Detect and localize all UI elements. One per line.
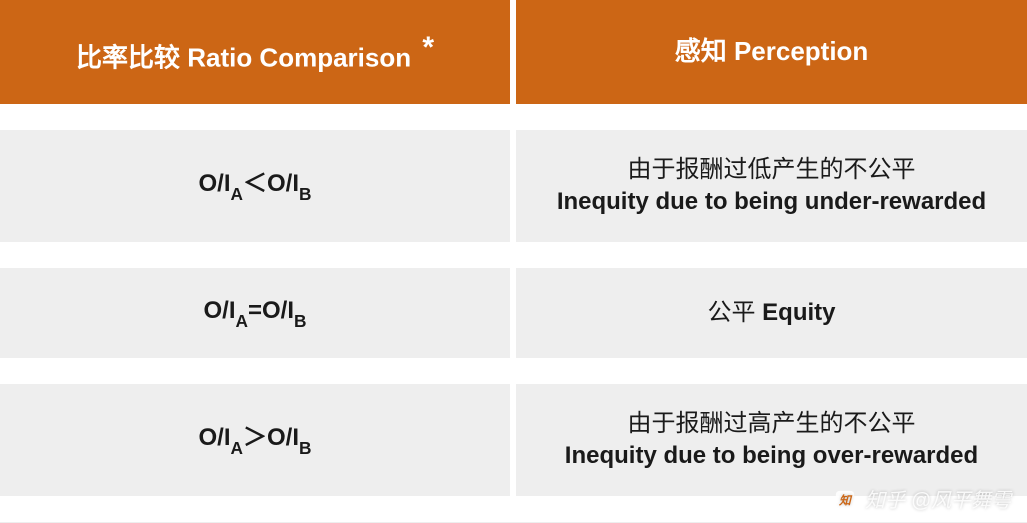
- table-row: O/IA=O/IB 公平 Equity: [0, 268, 1027, 358]
- header-ratio: 比率比较 Ratio Comparison *: [0, 0, 510, 104]
- ratio-cell: O/IA=O/IB: [0, 268, 510, 358]
- header-perception-cn: 感知: [675, 36, 727, 66]
- perception-cn: 由于报酬过低产生的不公平: [628, 156, 916, 183]
- perception-en: Inequity due to being over-rewarded: [565, 442, 978, 469]
- header-perception: 感知 Perception: [516, 0, 1027, 104]
- table-row: O/IA＜O/IB 由于报酬过低产生的不公平 Inequity due to b…: [0, 130, 1027, 242]
- row-gap: [0, 242, 1027, 268]
- perception-cell: 由于报酬过低产生的不公平 Inequity due to being under…: [516, 130, 1027, 242]
- header-ratio-cn: 比率比较: [76, 43, 180, 73]
- header-star: *: [422, 31, 434, 64]
- header-ratio-en: Ratio Comparison: [187, 43, 411, 73]
- perception-cn: 由于报酬过高产生的不公平: [628, 410, 916, 437]
- ratio-comparison-table: 比率比较 Ratio Comparison * 感知 Perception O/…: [0, 0, 1027, 523]
- perception-en: Inequity due to being under-rewarded: [557, 188, 986, 215]
- row-gap: [0, 358, 1027, 384]
- row-gap: [0, 104, 1027, 130]
- ratio-cell: O/IA＜O/IB: [0, 130, 510, 242]
- perception-cn: 公平: [707, 299, 755, 326]
- table-row: O/IA＞O/IB 由于报酬过高产生的不公平 Inequity due to b…: [0, 384, 1027, 496]
- perception-cell: 公平 Equity: [516, 268, 1027, 358]
- row-gap: [0, 496, 1027, 522]
- perception-en: Equity: [762, 299, 835, 326]
- header-perception-en: Perception: [734, 36, 868, 66]
- perception-cell: 由于报酬过高产生的不公平 Inequity due to being over-…: [516, 384, 1027, 496]
- ratio-cell: O/IA＞O/IB: [0, 384, 510, 496]
